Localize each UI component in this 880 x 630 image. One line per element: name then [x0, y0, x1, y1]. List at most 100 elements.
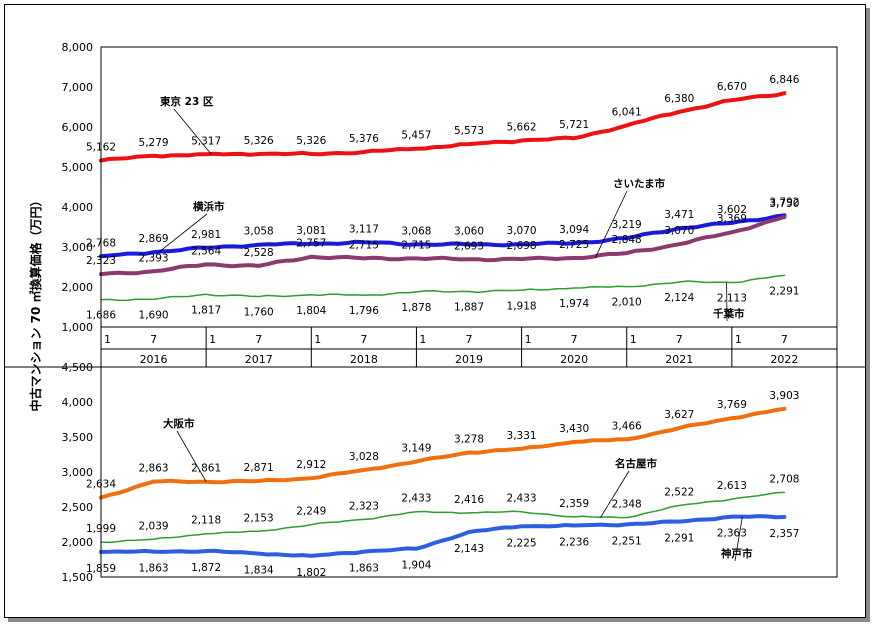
y-tick-label: 2,500	[62, 501, 94, 514]
series-line	[99, 215, 787, 277]
year-label: 2019	[455, 353, 483, 366]
data-label: 3,070	[507, 225, 537, 237]
data-label: 2,348	[612, 499, 642, 511]
data-label: 1,804	[296, 305, 326, 317]
series-name: さいたま市	[613, 177, 666, 190]
year-label: 2022	[770, 353, 798, 366]
leader-line	[594, 190, 628, 259]
month-tick-label: 1	[525, 333, 532, 346]
data-label: 5,317	[191, 135, 221, 147]
month-tick-label: 1	[630, 333, 637, 346]
series-line	[99, 514, 787, 558]
data-label: 5,721	[559, 119, 589, 131]
leader-line	[173, 108, 212, 155]
series-name: 名古屋市	[615, 457, 657, 470]
month-tick-label: 7	[466, 333, 473, 346]
plot-area	[100, 46, 838, 328]
month-tick-label: 7	[255, 333, 262, 346]
data-label: 1,887	[454, 302, 484, 314]
data-label: 2,522	[664, 486, 694, 498]
data-label: 3,903	[769, 390, 799, 402]
year-label: 2021	[665, 353, 693, 366]
data-label: 2,039	[139, 520, 169, 532]
data-label: 1,834	[244, 565, 274, 577]
data-label: 2,010	[612, 297, 642, 309]
data-label: 2,153	[244, 512, 274, 524]
month-tick-label: 1	[314, 333, 321, 346]
data-label: 3,060	[454, 226, 484, 238]
y-tick-label: 3,500	[62, 431, 94, 444]
data-label: 2,693	[454, 240, 484, 252]
data-label: 5,573	[454, 125, 484, 137]
data-label: 3,471	[664, 209, 694, 221]
data-label: 6,846	[769, 74, 799, 86]
y-tick-label: 1,500	[62, 571, 94, 584]
data-label: 5,326	[244, 135, 274, 147]
data-label: 3,028	[349, 451, 379, 463]
data-label: 2,708	[769, 473, 799, 485]
month-tick-label: 1	[735, 333, 742, 346]
y-tick-label: 3,000	[62, 241, 94, 254]
month-tick-label: 7	[676, 333, 683, 346]
data-label: 3,081	[296, 225, 326, 237]
y-tick-label: 7,000	[62, 81, 94, 94]
data-label: 2,225	[507, 537, 537, 549]
data-label: 2,528	[244, 247, 274, 259]
data-label: 2,715	[349, 239, 379, 251]
data-label: 1,918	[507, 300, 537, 312]
data-label: 2,725	[559, 239, 589, 251]
data-label: 1,863	[349, 563, 379, 575]
y-tick-label: 8,000	[62, 41, 94, 54]
data-label: 2,236	[559, 536, 589, 548]
data-label: 1,974	[559, 298, 589, 310]
series-name: 大阪市	[163, 417, 195, 430]
month-tick-label: 1	[209, 333, 216, 346]
data-label: 3,070	[664, 225, 694, 237]
leader-line	[176, 430, 207, 482]
year-label: 2018	[350, 353, 378, 366]
data-label: 2,124	[664, 292, 694, 304]
data-label: 2,698	[507, 240, 537, 252]
data-label: 2,393	[139, 252, 169, 264]
data-label: 6,670	[717, 81, 747, 93]
data-label: 1,690	[139, 309, 169, 321]
data-label: 2,433	[507, 493, 537, 505]
data-label: 3,466	[612, 420, 642, 432]
data-label: 2,251	[612, 535, 642, 547]
month-tick-label: 1	[419, 333, 426, 346]
data-label: 3,369	[717, 213, 747, 225]
data-label: 2,416	[454, 494, 484, 506]
data-label: 3,750	[769, 198, 799, 210]
year-label: 2017	[245, 353, 273, 366]
y-tick-label: 2,000	[62, 281, 94, 294]
series-name: 東京 23 区	[160, 95, 214, 108]
data-label: 1,760	[244, 307, 274, 319]
data-label: 2,912	[296, 459, 326, 471]
leader-line	[158, 213, 208, 253]
series-name: 神戸市	[721, 547, 753, 560]
month-tick-label: 7	[360, 333, 367, 346]
data-label: 2,291	[664, 533, 694, 545]
data-label: 1,878	[401, 302, 431, 314]
data-label: 2,981	[191, 229, 221, 241]
data-label: 3,117	[349, 223, 379, 235]
data-label: 3,219	[612, 219, 642, 231]
data-label: 2,715	[401, 239, 431, 251]
data-label: 3,068	[401, 225, 431, 237]
month-tick-label: 1	[104, 333, 111, 346]
y-tick-label: 4,000	[62, 396, 94, 409]
data-label: 6,041	[612, 106, 642, 118]
series-line	[99, 213, 787, 259]
data-label: 2,118	[191, 515, 221, 527]
data-label: 5,457	[401, 130, 431, 142]
data-label: 1,817	[191, 304, 221, 316]
series-line	[99, 91, 787, 163]
data-label: 2,249	[296, 506, 326, 518]
data-label: 2,143	[454, 543, 484, 555]
data-label: 3,331	[507, 430, 537, 442]
price-trend-chart: 中古マンション 70 ㎡換算価格（万円） 1,000 2,000 3,000 4,00…	[5, 41, 865, 584]
data-label: 1,863	[139, 563, 169, 575]
y-tick-label: 3,000	[62, 466, 94, 479]
y-tick-label: 5,000	[62, 161, 94, 174]
data-label: 3,792	[769, 196, 799, 208]
